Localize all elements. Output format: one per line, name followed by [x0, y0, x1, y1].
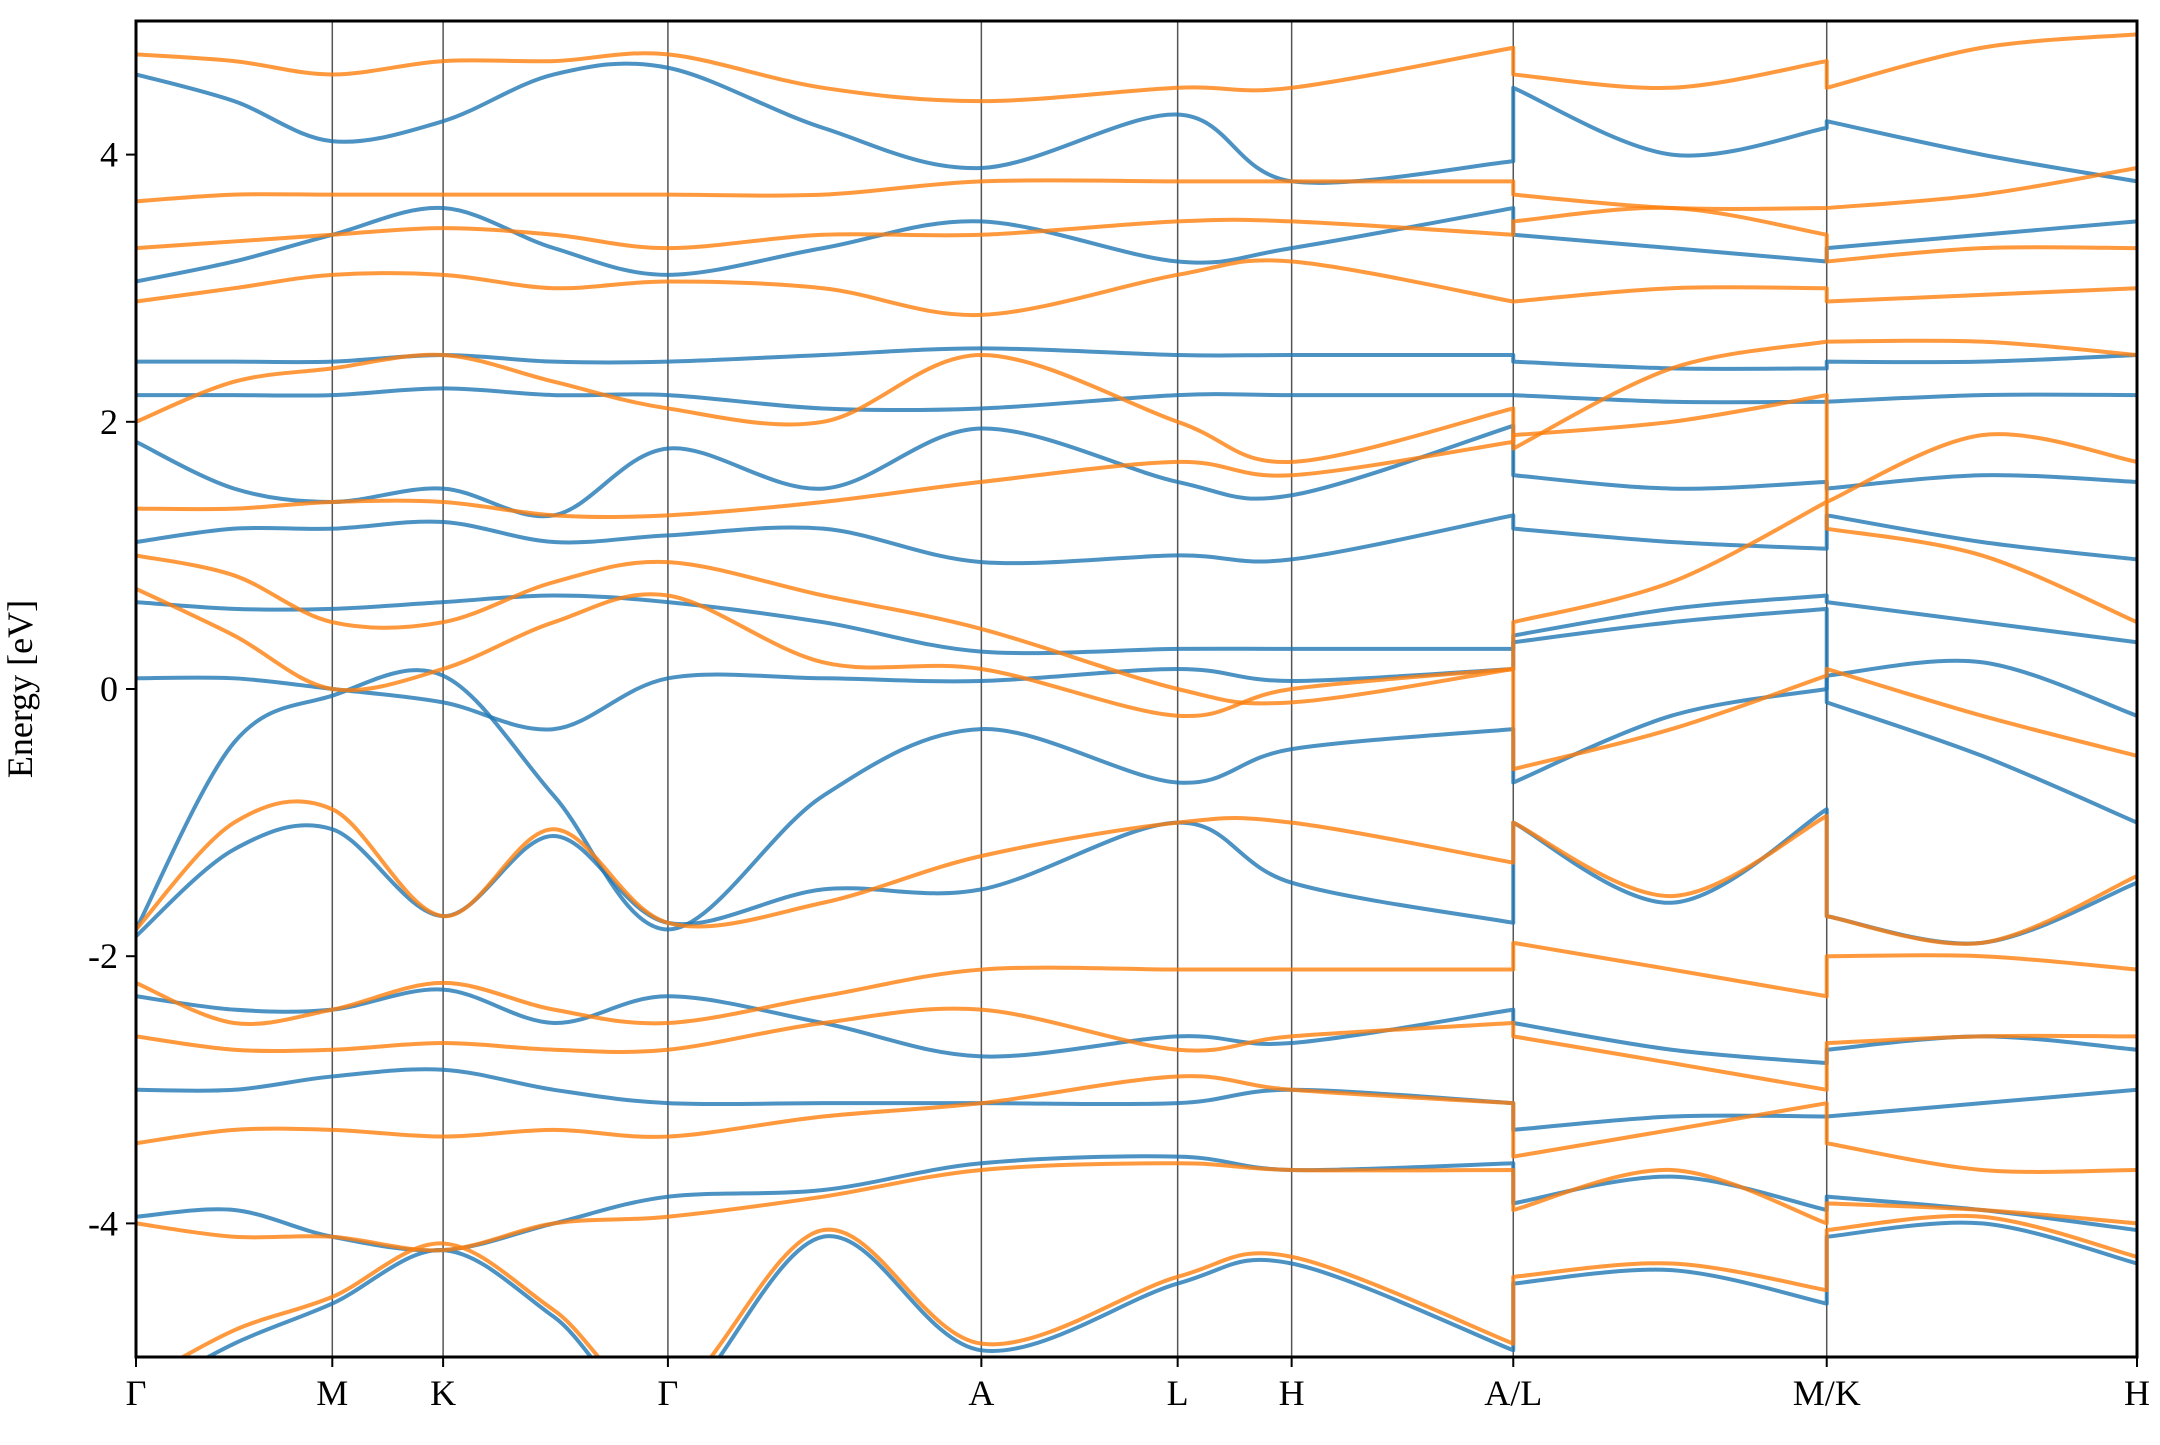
- band-line: [136, 393, 2137, 519]
- band-line: [136, 606, 2137, 825]
- band-line: [136, 1006, 2137, 1092]
- band-line: [136, 499, 2137, 706]
- band-line: [136, 799, 2137, 946]
- band-line: [136, 593, 2137, 656]
- x-tick-label: A: [968, 1373, 994, 1413]
- band-line: [136, 940, 2137, 1027]
- x-tick-label: Γ: [126, 1373, 147, 1413]
- y-tick-label: -2: [88, 936, 118, 976]
- bands: [136, 32, 2137, 1357]
- band-line: [136, 338, 2137, 464]
- band-line: [136, 165, 2137, 212]
- band-line: [203, 1220, 2137, 1357]
- band-line: [136, 658, 2137, 932]
- band-line: [136, 586, 2137, 772]
- band-line: [136, 987, 2137, 1066]
- band-line: [136, 346, 2137, 371]
- band-line: [136, 1074, 2137, 1174]
- band-line: [136, 61, 2137, 185]
- band-line: [136, 807, 2137, 946]
- x-tick-label: M/K: [1793, 1373, 1861, 1413]
- band-line: [136, 205, 2137, 264]
- band-line: [178, 1213, 2137, 1357]
- band-line: [136, 513, 2137, 566]
- x-tick-label: M: [316, 1373, 348, 1413]
- band-line: [136, 386, 2137, 413]
- x-tick-label: A/L: [1484, 1373, 1542, 1413]
- band-line: [136, 205, 2137, 284]
- y-axis-label: Energy [eV]: [0, 600, 40, 778]
- band-line: [136, 423, 2137, 519]
- y-tick-label: 4: [100, 135, 118, 175]
- y-tick-label: 0: [100, 669, 118, 709]
- x-tick-label: L: [1167, 1373, 1189, 1413]
- band-line: [136, 1067, 2137, 1132]
- band-line: [136, 32, 2137, 104]
- y-tick-label: -4: [88, 1203, 118, 1243]
- axes: Γ M K Γ A L H A/L M/K H -4 -2 0 2 4: [88, 135, 2150, 1413]
- x-tick-label: H: [1279, 1373, 1305, 1413]
- y-tick-label: 2: [100, 402, 118, 442]
- band-line: [136, 258, 2137, 317]
- x-tick-label: Γ: [658, 1373, 679, 1413]
- band-line: [136, 1161, 2137, 1253]
- x-tick-label: K: [430, 1373, 456, 1413]
- x-tick-label: H: [2124, 1373, 2150, 1413]
